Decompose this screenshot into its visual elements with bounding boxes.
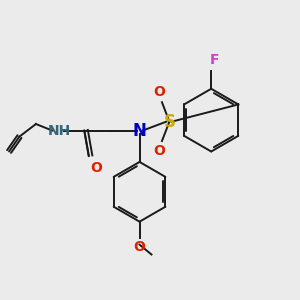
Text: O: O: [90, 161, 102, 175]
Text: N: N: [133, 122, 146, 140]
Text: O: O: [134, 240, 146, 254]
Text: O: O: [153, 144, 165, 158]
Text: O: O: [153, 85, 165, 99]
Text: F: F: [210, 53, 220, 67]
Text: S: S: [164, 112, 175, 130]
Text: NH: NH: [47, 124, 70, 138]
